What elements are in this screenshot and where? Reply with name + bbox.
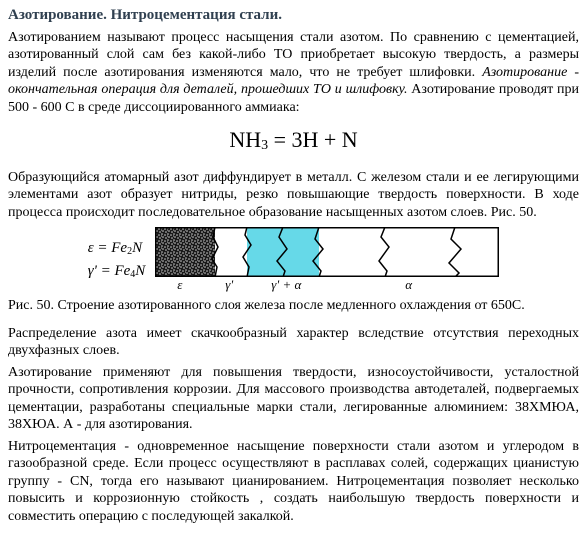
paragraph-nitrocementation: Нитроцементация - одновременное насыщени… xyxy=(8,438,579,526)
tick-gamma-alpha: γ' + α xyxy=(271,277,301,293)
phase-labels: ε = Fe2N γ' = Fe4N xyxy=(88,239,146,282)
tick-alpha: α xyxy=(405,277,412,293)
figure-caption: Рис. 50. Строение азотированного слоя же… xyxy=(8,297,579,315)
phase-gamma-label: γ' = Fe4N xyxy=(88,262,146,282)
paragraph-diffusion: Образующийся атомарный азот диффундирует… xyxy=(8,169,579,222)
tick-gamma-prime: γ' xyxy=(225,277,233,293)
paragraph-applications: Азотирование применяют для повышения тве… xyxy=(8,364,579,434)
figure-50: ε = Fe2N γ' = Fe4N ε γ' γ' + α α xyxy=(8,227,579,293)
paragraph-distribution: Распределение азота имеет скачкообразный… xyxy=(8,325,579,360)
diagram-ticks: ε γ' γ' + α α xyxy=(155,277,499,293)
layer-diagram xyxy=(155,227,499,277)
phase-epsilon-label: ε = Fe2N xyxy=(88,239,146,259)
page-title: Азотирование. Нитроцементация стали. xyxy=(8,6,579,25)
paragraph-intro: Азотированием называют процесс насыщения… xyxy=(8,29,579,117)
equation: NH3 = 3H + N xyxy=(8,126,579,155)
tick-epsilon: ε xyxy=(177,277,182,293)
